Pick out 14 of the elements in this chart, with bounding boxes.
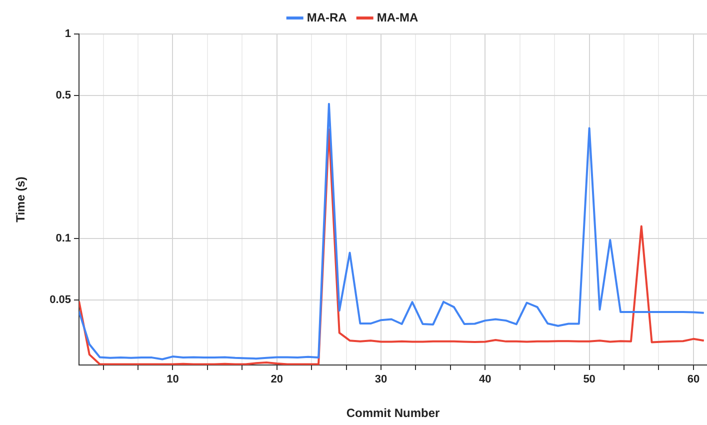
y-tick-label: 0.1: [56, 232, 71, 244]
y-tick-label: 0.5: [56, 90, 71, 102]
legend-label: MA-RA: [306, 10, 348, 24]
y-axis-title: Time (s): [14, 176, 28, 222]
y-tick-label: 0.05: [50, 294, 71, 306]
x-tick-label: 40: [479, 374, 492, 386]
legend-label: MA-MA: [376, 10, 418, 24]
x-tick-label: 20: [270, 374, 283, 386]
x-tick-label: 10: [166, 374, 179, 386]
x-tick-label: 60: [687, 374, 700, 386]
y-tick-label: 1: [64, 28, 71, 40]
x-tick-label: 50: [583, 374, 596, 386]
x-tick-label: 30: [374, 374, 388, 386]
x-axis-title: Commit Number: [346, 406, 440, 420]
